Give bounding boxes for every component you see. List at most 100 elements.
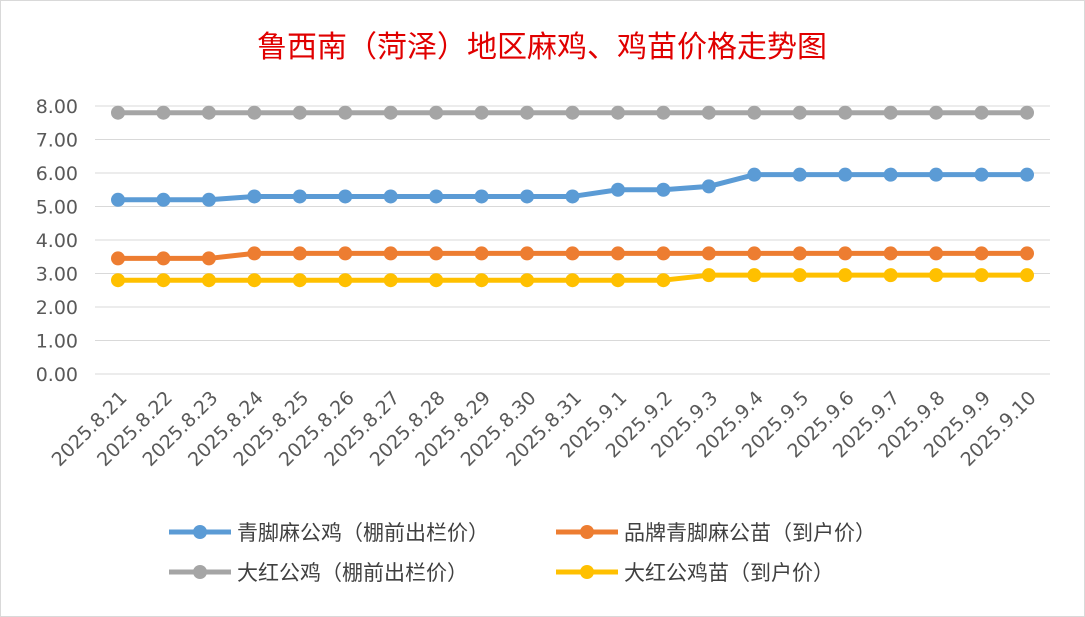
series-0 <box>111 167 1034 207</box>
data-point <box>701 179 716 194</box>
series-2 <box>111 105 1034 120</box>
data-point <box>929 246 944 261</box>
data-point <box>156 251 171 266</box>
data-point <box>383 105 398 120</box>
legend-marker <box>580 565 594 579</box>
data-point <box>656 273 671 288</box>
data-point <box>792 246 807 261</box>
series-1 <box>111 246 1034 266</box>
data-point <box>383 273 398 288</box>
data-point <box>883 268 898 283</box>
data-point <box>338 246 353 261</box>
data-point <box>111 105 125 120</box>
y-tick-label: 1.00 <box>36 331 78 353</box>
legend-label: 品牌青脚麻公苗（到户价） <box>624 521 876 545</box>
data-point <box>1020 268 1034 283</box>
data-point <box>156 273 171 288</box>
data-point <box>383 189 398 204</box>
data-point <box>838 246 853 261</box>
data-point <box>929 268 944 283</box>
data-point <box>701 105 716 120</box>
data-point <box>338 105 353 120</box>
legend-marker <box>193 565 207 579</box>
data-point <box>792 105 807 120</box>
data-point <box>565 105 580 120</box>
data-point <box>474 246 489 261</box>
data-point <box>247 273 262 288</box>
data-point <box>610 246 625 261</box>
data-point <box>338 273 353 288</box>
data-point <box>974 105 989 120</box>
data-point <box>883 105 898 120</box>
data-point <box>747 268 762 283</box>
data-point <box>701 246 716 261</box>
data-point <box>838 105 853 120</box>
data-point <box>429 246 444 261</box>
legend-item[interactable]: 青脚麻公鸡（棚前出栏价） <box>169 521 489 545</box>
data-point <box>747 246 762 261</box>
data-point <box>156 105 171 120</box>
legend-label: 大红公鸡苗（到户价） <box>624 561 834 585</box>
y-tick-label: 6.00 <box>36 163 78 185</box>
series-layer <box>111 105 1034 288</box>
chart-title: 鲁西南（菏泽）地区麻鸡、鸡苗价格走势图 <box>257 30 827 65</box>
data-point <box>565 273 580 288</box>
data-point <box>247 246 262 261</box>
data-point <box>383 246 398 261</box>
data-point <box>1020 105 1034 120</box>
data-point <box>565 246 580 261</box>
data-point <box>201 251 216 266</box>
data-point <box>974 167 989 182</box>
data-point <box>747 105 762 120</box>
legend-item[interactable]: 大红公鸡苗（到户价） <box>556 561 834 585</box>
data-point <box>111 192 125 207</box>
data-point <box>201 105 216 120</box>
data-point <box>156 192 171 207</box>
data-point <box>474 105 489 120</box>
data-point <box>610 273 625 288</box>
y-axis-ticks: 0.00 1.00 2.00 3.00 4.00 5.00 6.00 7.00 8.00 <box>36 96 78 386</box>
data-point <box>792 167 807 182</box>
y-tick-label: 3.00 <box>36 264 78 286</box>
data-point <box>429 189 444 204</box>
legend-item[interactable]: 品牌青脚麻公苗（到户价） <box>556 521 876 545</box>
data-point <box>292 246 307 261</box>
data-point <box>883 246 898 261</box>
data-point <box>701 268 716 283</box>
data-point <box>292 189 307 204</box>
data-point <box>929 105 944 120</box>
data-point <box>656 182 671 197</box>
x-axis-ticks: 2025.8.212025.8.222025.8.232025.8.242025… <box>48 387 1041 471</box>
legend-marker <box>580 525 594 539</box>
grid-lines <box>95 105 1050 375</box>
y-tick-label: 7.00 <box>36 130 78 152</box>
data-point <box>201 192 216 207</box>
data-point <box>247 189 262 204</box>
data-point <box>520 105 535 120</box>
data-point <box>474 273 489 288</box>
data-point <box>610 182 625 197</box>
data-point <box>838 167 853 182</box>
data-point <box>292 105 307 120</box>
data-point <box>429 105 444 120</box>
data-point <box>656 105 671 120</box>
data-point <box>111 251 125 266</box>
data-point <box>247 105 262 120</box>
legend[interactable]: 青脚麻公鸡（棚前出栏价） 品牌青脚麻公苗（到户价） 大红公鸡（棚前出栏价） 大红公鸡苗… <box>169 521 876 585</box>
y-tick-label: 0.00 <box>36 364 78 386</box>
data-point <box>610 105 625 120</box>
data-point <box>1020 167 1034 182</box>
legend-label: 大红公鸡（棚前出栏价） <box>237 561 468 585</box>
data-point <box>883 167 898 182</box>
data-point <box>929 167 944 182</box>
data-point <box>429 273 444 288</box>
data-point <box>338 189 353 204</box>
legend-label: 青脚麻公鸡（棚前出栏价） <box>237 521 489 545</box>
data-point <box>792 268 807 283</box>
data-point <box>520 273 535 288</box>
legend-marker <box>193 525 207 539</box>
y-tick-label: 8.00 <box>36 96 78 118</box>
legend-item[interactable]: 大红公鸡（棚前出栏价） <box>169 561 468 585</box>
